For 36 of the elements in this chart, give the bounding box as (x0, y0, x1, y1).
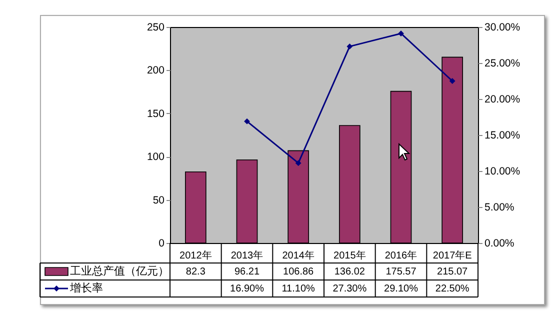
data-label: 96.21 (234, 266, 260, 278)
x-tick-label: 2012年 (180, 250, 212, 262)
y-tick-label: 200 (146, 64, 165, 77)
data-label: 82.3 (186, 266, 206, 278)
data-label: 136.02 (334, 266, 366, 278)
y2-tick-label: 5.00% (484, 202, 514, 214)
x-tick-label: 2015年 (334, 250, 366, 262)
y-tick-label: 50 (152, 194, 165, 206)
data-label: 106.86 (283, 266, 314, 278)
y2-tick-label: 20.00% (484, 94, 520, 106)
x-tick-label: 2017年E (432, 250, 472, 262)
data-label: 29.10% (384, 284, 418, 294)
data-label: 27.30% (332, 284, 367, 294)
point (244, 118, 250, 124)
point (295, 160, 302, 166)
y-tick-label: 250 (146, 22, 165, 34)
y-tick-label: 0 (158, 238, 165, 250)
x-tick-label: 2016年 (384, 250, 418, 262)
data-label: 175.57 (386, 266, 417, 278)
y2-tick-label: 0.00% (484, 238, 514, 250)
y2-tick-label: 15.00% (484, 130, 520, 142)
legend-label: 工业总产值（亿元） (70, 264, 169, 278)
y-tick-label: 100 (146, 151, 165, 164)
data-label: 215.07 (437, 266, 468, 278)
point (346, 43, 353, 50)
data-label: 16.90% (230, 284, 264, 294)
data-label: 11.10% (282, 284, 316, 294)
y-tick-label: 150 (146, 108, 165, 120)
point (449, 78, 456, 84)
x-tick-label: 2014年 (282, 250, 314, 262)
x-tick-label: 2013年 (230, 250, 264, 262)
y2-tick-label: 30.00% (484, 22, 520, 34)
y2-tick-label: 10.00% (484, 166, 520, 178)
legend-label: 增长率 (69, 282, 103, 294)
y2-tick-label: 25.00% (484, 58, 520, 70)
data-label: 22.50% (435, 284, 470, 294)
